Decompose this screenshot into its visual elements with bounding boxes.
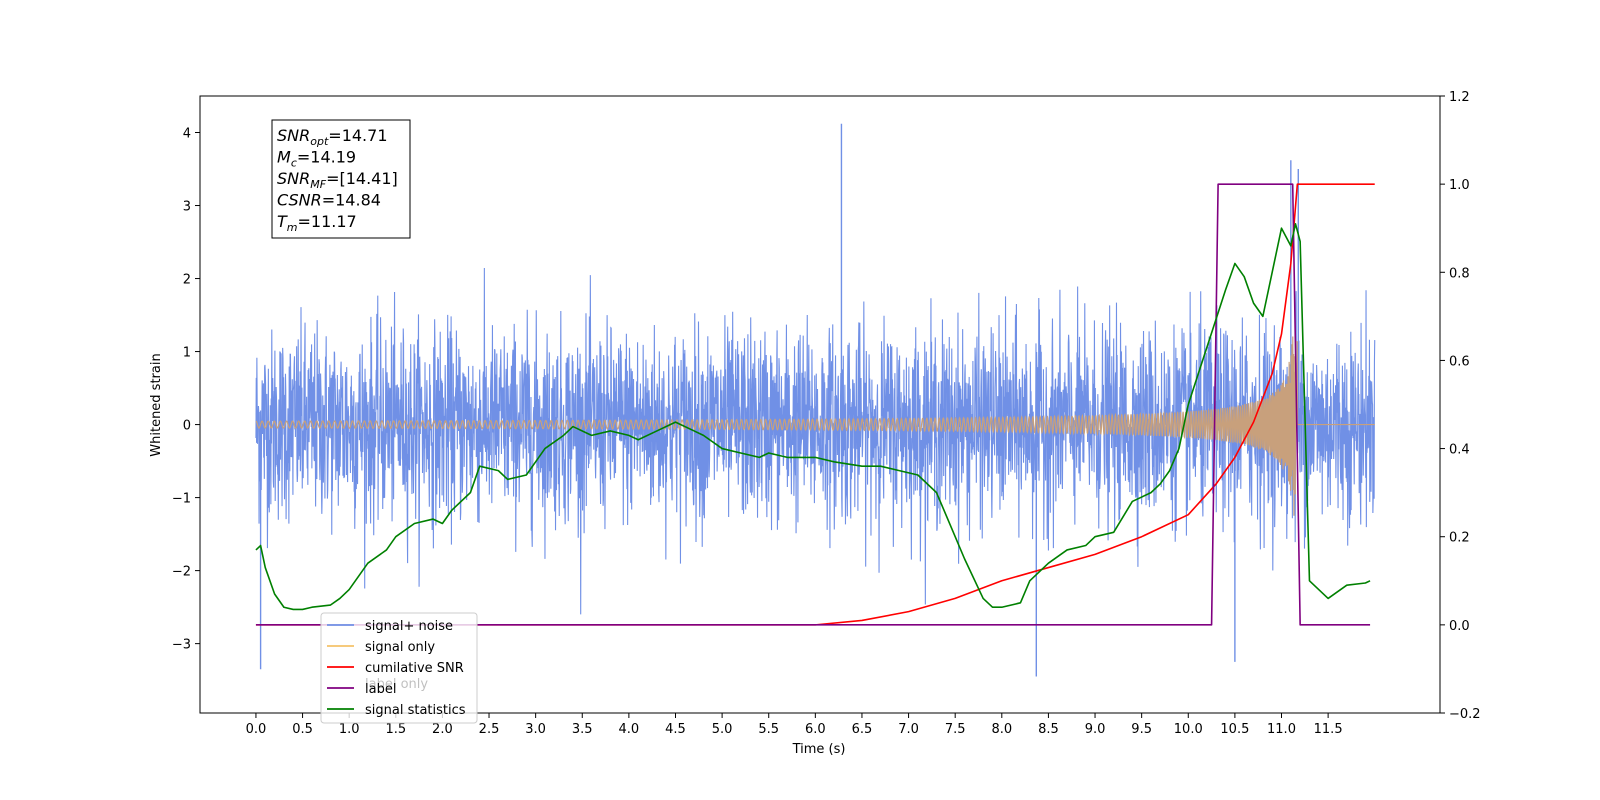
- legend-label: signal statistics: [365, 703, 466, 718]
- x-tick-label: 9.5: [1131, 722, 1152, 737]
- x-tick-label: 8.0: [991, 722, 1012, 737]
- x-tick-label: 0.0: [246, 722, 267, 737]
- x-tick-label: 4.0: [619, 722, 640, 737]
- annotation-subscript: opt: [310, 135, 329, 148]
- annotation-subscript: m: [287, 221, 298, 234]
- annotation-value: =14.84: [322, 191, 381, 210]
- y-right-tick-label: 0.8: [1449, 266, 1470, 281]
- y-right-tick-label: 0.0: [1449, 619, 1470, 634]
- annotation-value: =[14.41]: [326, 169, 398, 188]
- x-tick-label: 2.5: [479, 722, 500, 737]
- x-tick-label: 1.5: [385, 722, 406, 737]
- x-tick-label: 0.5: [292, 722, 313, 737]
- x-tick-label: 11.5: [1314, 722, 1343, 737]
- legend-label: signal only: [365, 640, 435, 655]
- x-tick-label: 3.5: [572, 722, 593, 737]
- x-tick-label: 3.0: [525, 722, 546, 737]
- x-tick-label: 10.5: [1220, 722, 1249, 737]
- series-label-line: [255, 183, 1371, 626]
- y-left-tick-label: 0: [183, 419, 191, 434]
- annotation-subscript: c: [291, 157, 297, 170]
- annotation-value: =14.71: [328, 126, 387, 145]
- legend-label: signal+ noise: [365, 619, 453, 634]
- annotation-symbol: SNR: [277, 169, 310, 188]
- y-left-tick-label: 2: [183, 273, 191, 288]
- y-axis-left: 4 3 2 1 0 −1 −2 −3: [172, 127, 200, 653]
- annotation-symbol: SNR: [277, 126, 310, 145]
- annotation-value: =11.17: [298, 212, 357, 231]
- y-axis-right: 1.2 1.0 0.8 0.6 0.4 0.2 0.0 −0.2: [1440, 90, 1481, 722]
- y-right-tick-label: 1.0: [1449, 178, 1470, 193]
- x-tick-label: 5.5: [758, 722, 779, 737]
- y-right-tick-label: 0.4: [1449, 443, 1470, 458]
- annotation-line: Mc=14.19: [277, 148, 356, 170]
- y-right-tick-label: 1.2: [1449, 90, 1470, 105]
- series-cumilative-snr-line: [255, 183, 1375, 626]
- y-left-tick-label: −3: [172, 638, 191, 653]
- annotation-symbol: CSNR: [277, 191, 322, 210]
- x-tick-label: 2.0: [432, 722, 453, 737]
- y-left-tick-label: 1: [183, 346, 191, 361]
- annotation-symbol: T: [277, 212, 288, 231]
- x-tick-label: 1.0: [339, 722, 360, 737]
- x-tick-label: 8.5: [1038, 722, 1059, 737]
- x-tick-label: 7.5: [945, 722, 966, 737]
- annotation-line: Tm=11.17: [277, 212, 357, 234]
- legend-label: cumilative SNR: [365, 661, 464, 676]
- legend-frame: [320, 612, 478, 724]
- y-left-tick-label: −2: [172, 565, 191, 580]
- x-tick-label: 6.0: [805, 722, 826, 737]
- plot-frame: [199, 95, 1441, 714]
- x-tick-label: 9.0: [1085, 722, 1106, 737]
- x-tick-label: 6.5: [852, 722, 873, 737]
- annotation-frame: [271, 119, 411, 239]
- annotation-box: SNRopt=14.71Mc=14.19SNRMF=[14.41]CSNR=14…: [271, 119, 411, 239]
- annotation-symbol: M: [277, 148, 291, 167]
- y-left-tick-label: 3: [183, 200, 191, 215]
- legend-hidden-label: label only: [365, 677, 428, 692]
- series-layer: [255, 123, 1376, 677]
- x-axis: 0.0 0.5 1.0 1.5 2.0 2.5 3.0 3.5 4.0 4.5 5.0 5.5 6.0 6…: [246, 713, 1343, 737]
- y-left-tick-label: 4: [183, 127, 191, 142]
- y-right-tick-label: 0.2: [1449, 531, 1470, 546]
- x-tick-label: 4.5: [665, 722, 686, 737]
- x-tick-label: 5.0: [712, 722, 733, 737]
- y-axis-label: Whitened strain: [149, 353, 164, 456]
- x-tick-label: 7.0: [898, 722, 919, 737]
- x-tick-label: 11.0: [1267, 722, 1296, 737]
- annotation-value: =14.19: [297, 148, 356, 167]
- series-signal-noise-line: [255, 268, 1376, 615]
- x-tick-label: 10.0: [1174, 722, 1203, 737]
- series-signal-statistics-line: [255, 223, 1371, 611]
- x-axis-label: Time (s): [792, 742, 846, 757]
- legend: label only signal+ noise signal only cumila…: [320, 612, 478, 724]
- annotation-line: CSNR=14.84: [277, 191, 381, 210]
- legend-label: label: [365, 682, 396, 697]
- annotation-line: SNRopt=14.71: [277, 126, 388, 148]
- y-right-tick-label: 0.6: [1449, 354, 1470, 369]
- annotation-subscript: MF: [310, 178, 326, 191]
- y-left-tick-label: −1: [172, 492, 191, 507]
- y-right-tick-label: −0.2: [1449, 707, 1481, 722]
- annotation-line: SNRMF=[14.41]: [277, 169, 398, 191]
- series-signal-only-line: [255, 336, 1375, 516]
